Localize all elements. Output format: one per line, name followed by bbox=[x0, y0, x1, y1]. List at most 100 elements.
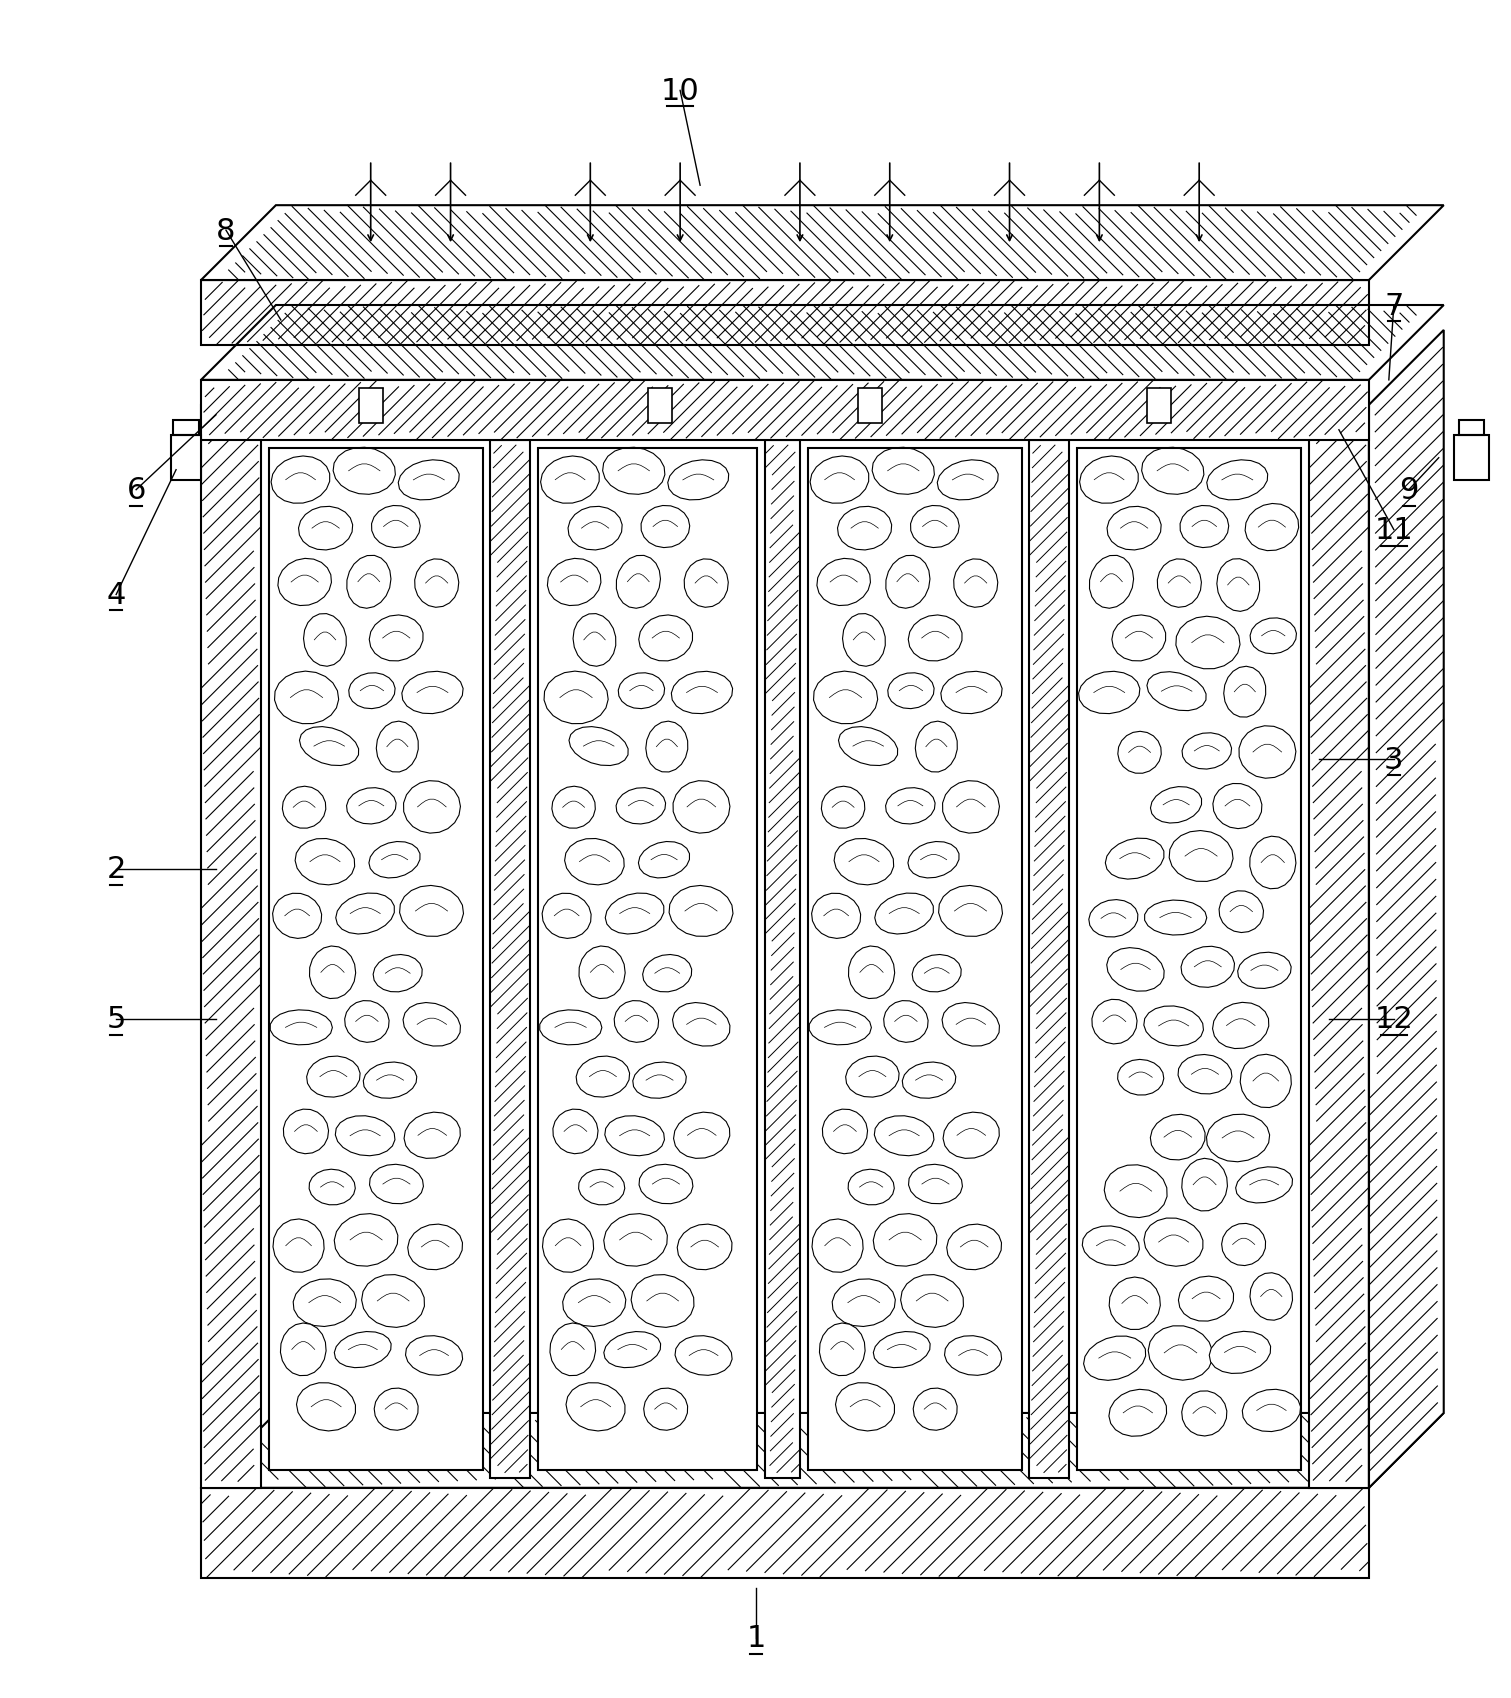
Polygon shape bbox=[937, 460, 999, 501]
Polygon shape bbox=[1213, 784, 1262, 829]
Polygon shape bbox=[369, 616, 423, 662]
Polygon shape bbox=[1206, 1114, 1269, 1161]
Polygon shape bbox=[872, 448, 934, 496]
Polygon shape bbox=[403, 1112, 461, 1158]
Polygon shape bbox=[284, 1109, 328, 1155]
Polygon shape bbox=[201, 380, 1369, 440]
Polygon shape bbox=[1245, 504, 1298, 552]
Polygon shape bbox=[310, 946, 355, 998]
Polygon shape bbox=[1109, 1277, 1160, 1330]
Polygon shape bbox=[272, 893, 322, 939]
Text: 10: 10 bbox=[660, 76, 700, 105]
Polygon shape bbox=[633, 1063, 686, 1099]
Polygon shape bbox=[335, 1116, 394, 1156]
Polygon shape bbox=[296, 1382, 355, 1431]
Polygon shape bbox=[283, 786, 326, 829]
Polygon shape bbox=[616, 788, 666, 825]
Polygon shape bbox=[334, 1214, 397, 1267]
Polygon shape bbox=[819, 1323, 866, 1375]
Polygon shape bbox=[270, 457, 329, 504]
Polygon shape bbox=[1180, 506, 1228, 548]
Polygon shape bbox=[1182, 1391, 1227, 1437]
Polygon shape bbox=[375, 1389, 419, 1430]
Polygon shape bbox=[1242, 1389, 1301, 1431]
Polygon shape bbox=[201, 306, 1443, 380]
Polygon shape bbox=[539, 1010, 601, 1046]
Polygon shape bbox=[1170, 830, 1233, 881]
Polygon shape bbox=[1157, 560, 1201, 608]
Polygon shape bbox=[944, 1336, 1002, 1375]
Polygon shape bbox=[414, 560, 459, 608]
Polygon shape bbox=[1148, 1326, 1212, 1380]
Polygon shape bbox=[402, 672, 462, 715]
Polygon shape bbox=[913, 1389, 956, 1430]
Text: 12: 12 bbox=[1375, 1005, 1413, 1034]
Polygon shape bbox=[908, 616, 963, 662]
Polygon shape bbox=[568, 508, 623, 550]
Polygon shape bbox=[1079, 672, 1139, 715]
Polygon shape bbox=[953, 560, 997, 608]
Polygon shape bbox=[604, 1331, 660, 1369]
Polygon shape bbox=[644, 1389, 688, 1430]
Polygon shape bbox=[911, 506, 959, 548]
Polygon shape bbox=[1369, 331, 1443, 1487]
Polygon shape bbox=[618, 674, 665, 710]
Polygon shape bbox=[335, 893, 394, 934]
Polygon shape bbox=[363, 1063, 417, 1099]
Polygon shape bbox=[1182, 734, 1231, 769]
Polygon shape bbox=[817, 559, 870, 606]
Polygon shape bbox=[307, 1056, 360, 1097]
Polygon shape bbox=[278, 559, 331, 606]
Polygon shape bbox=[405, 1336, 462, 1375]
Polygon shape bbox=[632, 1275, 694, 1328]
Polygon shape bbox=[1250, 837, 1296, 890]
Polygon shape bbox=[1150, 788, 1201, 824]
Polygon shape bbox=[1250, 618, 1296, 654]
Polygon shape bbox=[345, 1002, 390, 1043]
Polygon shape bbox=[201, 280, 1369, 346]
Polygon shape bbox=[403, 1004, 461, 1046]
Polygon shape bbox=[1142, 448, 1204, 496]
Polygon shape bbox=[674, 1112, 730, 1158]
Text: 9: 9 bbox=[1399, 475, 1419, 504]
Polygon shape bbox=[916, 722, 958, 773]
Polygon shape bbox=[544, 672, 609, 725]
Polygon shape bbox=[1176, 616, 1241, 669]
Polygon shape bbox=[1179, 1277, 1233, 1321]
Polygon shape bbox=[541, 457, 600, 504]
Polygon shape bbox=[684, 560, 728, 608]
Polygon shape bbox=[669, 886, 733, 937]
Polygon shape bbox=[675, 1336, 733, 1375]
Polygon shape bbox=[408, 1224, 462, 1270]
Polygon shape bbox=[873, 1331, 931, 1369]
Polygon shape bbox=[553, 1109, 598, 1155]
Polygon shape bbox=[1109, 1389, 1166, 1437]
Polygon shape bbox=[642, 954, 692, 992]
Polygon shape bbox=[1454, 435, 1488, 481]
Polygon shape bbox=[885, 555, 929, 610]
Polygon shape bbox=[1147, 389, 1171, 423]
Polygon shape bbox=[299, 727, 358, 766]
Polygon shape bbox=[372, 506, 420, 548]
Polygon shape bbox=[908, 842, 959, 878]
Polygon shape bbox=[1212, 1004, 1269, 1049]
Text: 11: 11 bbox=[1375, 516, 1413, 545]
Polygon shape bbox=[873, 1214, 937, 1267]
Polygon shape bbox=[399, 460, 459, 501]
Polygon shape bbox=[943, 781, 999, 834]
Polygon shape bbox=[538, 448, 757, 1470]
Polygon shape bbox=[1082, 1226, 1139, 1265]
Polygon shape bbox=[552, 786, 595, 829]
Polygon shape bbox=[913, 954, 961, 992]
Polygon shape bbox=[846, 1056, 899, 1097]
Polygon shape bbox=[1029, 440, 1070, 1477]
Polygon shape bbox=[275, 672, 338, 725]
Polygon shape bbox=[1219, 891, 1263, 932]
Polygon shape bbox=[648, 389, 672, 423]
Polygon shape bbox=[174, 421, 199, 435]
Polygon shape bbox=[346, 788, 396, 825]
Polygon shape bbox=[1108, 508, 1160, 550]
Polygon shape bbox=[885, 788, 935, 825]
Polygon shape bbox=[765, 440, 799, 1477]
Polygon shape bbox=[565, 839, 624, 885]
